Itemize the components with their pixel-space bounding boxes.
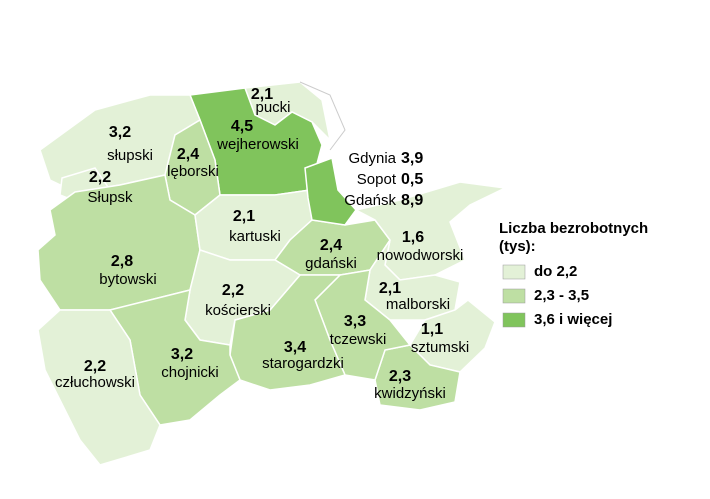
region-name: pucki xyxy=(255,99,290,116)
legend-title: Liczba bezrobotnych xyxy=(499,220,648,237)
region-value: 2,8 xyxy=(111,253,133,270)
legend: Liczba bezrobotnych(tys): do 2,2 2,3 - 3,5… xyxy=(499,220,648,328)
region-name: chojnicki xyxy=(161,364,219,381)
region-name: lęborski xyxy=(167,163,219,180)
region-name: starogardzki xyxy=(262,355,344,372)
legend-label: do 2,2 xyxy=(534,263,577,280)
city-value: 0,5 xyxy=(401,171,423,188)
region-name: bytowski xyxy=(99,271,157,288)
tricity-area xyxy=(304,156,357,226)
region-value: 4,5 xyxy=(231,118,253,135)
legend-label: 2,3 - 3,5 xyxy=(534,287,589,304)
region-value: 2,2 xyxy=(84,358,106,375)
city-value: 3,9 xyxy=(401,150,423,167)
region xyxy=(374,344,461,411)
city-name: Gdańsk xyxy=(344,192,396,209)
region-value: 2,2 xyxy=(89,169,111,186)
region-name: człuchowski xyxy=(55,374,135,391)
region-name: tczewski xyxy=(330,331,387,348)
region-value: 1,1 xyxy=(421,321,443,338)
region-name: kościerski xyxy=(205,302,271,319)
region-value: 1,6 xyxy=(402,229,424,246)
city-name: Gdynia xyxy=(348,150,396,167)
region-name: kartuski xyxy=(229,228,281,245)
region-value: 2,2 xyxy=(222,282,244,299)
region-value: 2,4 xyxy=(177,146,199,163)
region-name: Słupsk xyxy=(87,189,133,206)
region-name: malborski xyxy=(386,296,450,313)
coast-line xyxy=(299,81,346,151)
region-name: sztumski xyxy=(411,339,469,356)
legend-title: (tys): xyxy=(499,238,536,255)
region-value: 3,2 xyxy=(171,346,193,363)
legend-swatch xyxy=(502,264,526,280)
region-name: gdański xyxy=(305,255,357,272)
region-value: 2,3 xyxy=(389,368,411,385)
city-value: 8,9 xyxy=(401,192,423,209)
region-name: wejherowski xyxy=(216,136,299,153)
region-value: 3,4 xyxy=(284,339,306,356)
regions xyxy=(37,81,508,466)
region-value: 2,4 xyxy=(320,237,342,254)
region-name: nowodworski xyxy=(377,247,464,264)
region-value: 3,2 xyxy=(109,124,131,141)
region-name: słupski xyxy=(107,147,153,164)
city-name: Sopot xyxy=(357,171,397,188)
region xyxy=(37,309,161,466)
region-name: kwidzyński xyxy=(374,385,446,402)
region-value: 2,1 xyxy=(233,208,255,225)
region-value: 3,3 xyxy=(344,313,366,330)
legend-label: 3,6 i więcej xyxy=(534,311,612,328)
legend-swatch xyxy=(502,312,526,328)
region-value: 2,1 xyxy=(251,86,273,103)
region-value: 2,1 xyxy=(379,280,401,297)
legend-swatch xyxy=(502,288,526,304)
